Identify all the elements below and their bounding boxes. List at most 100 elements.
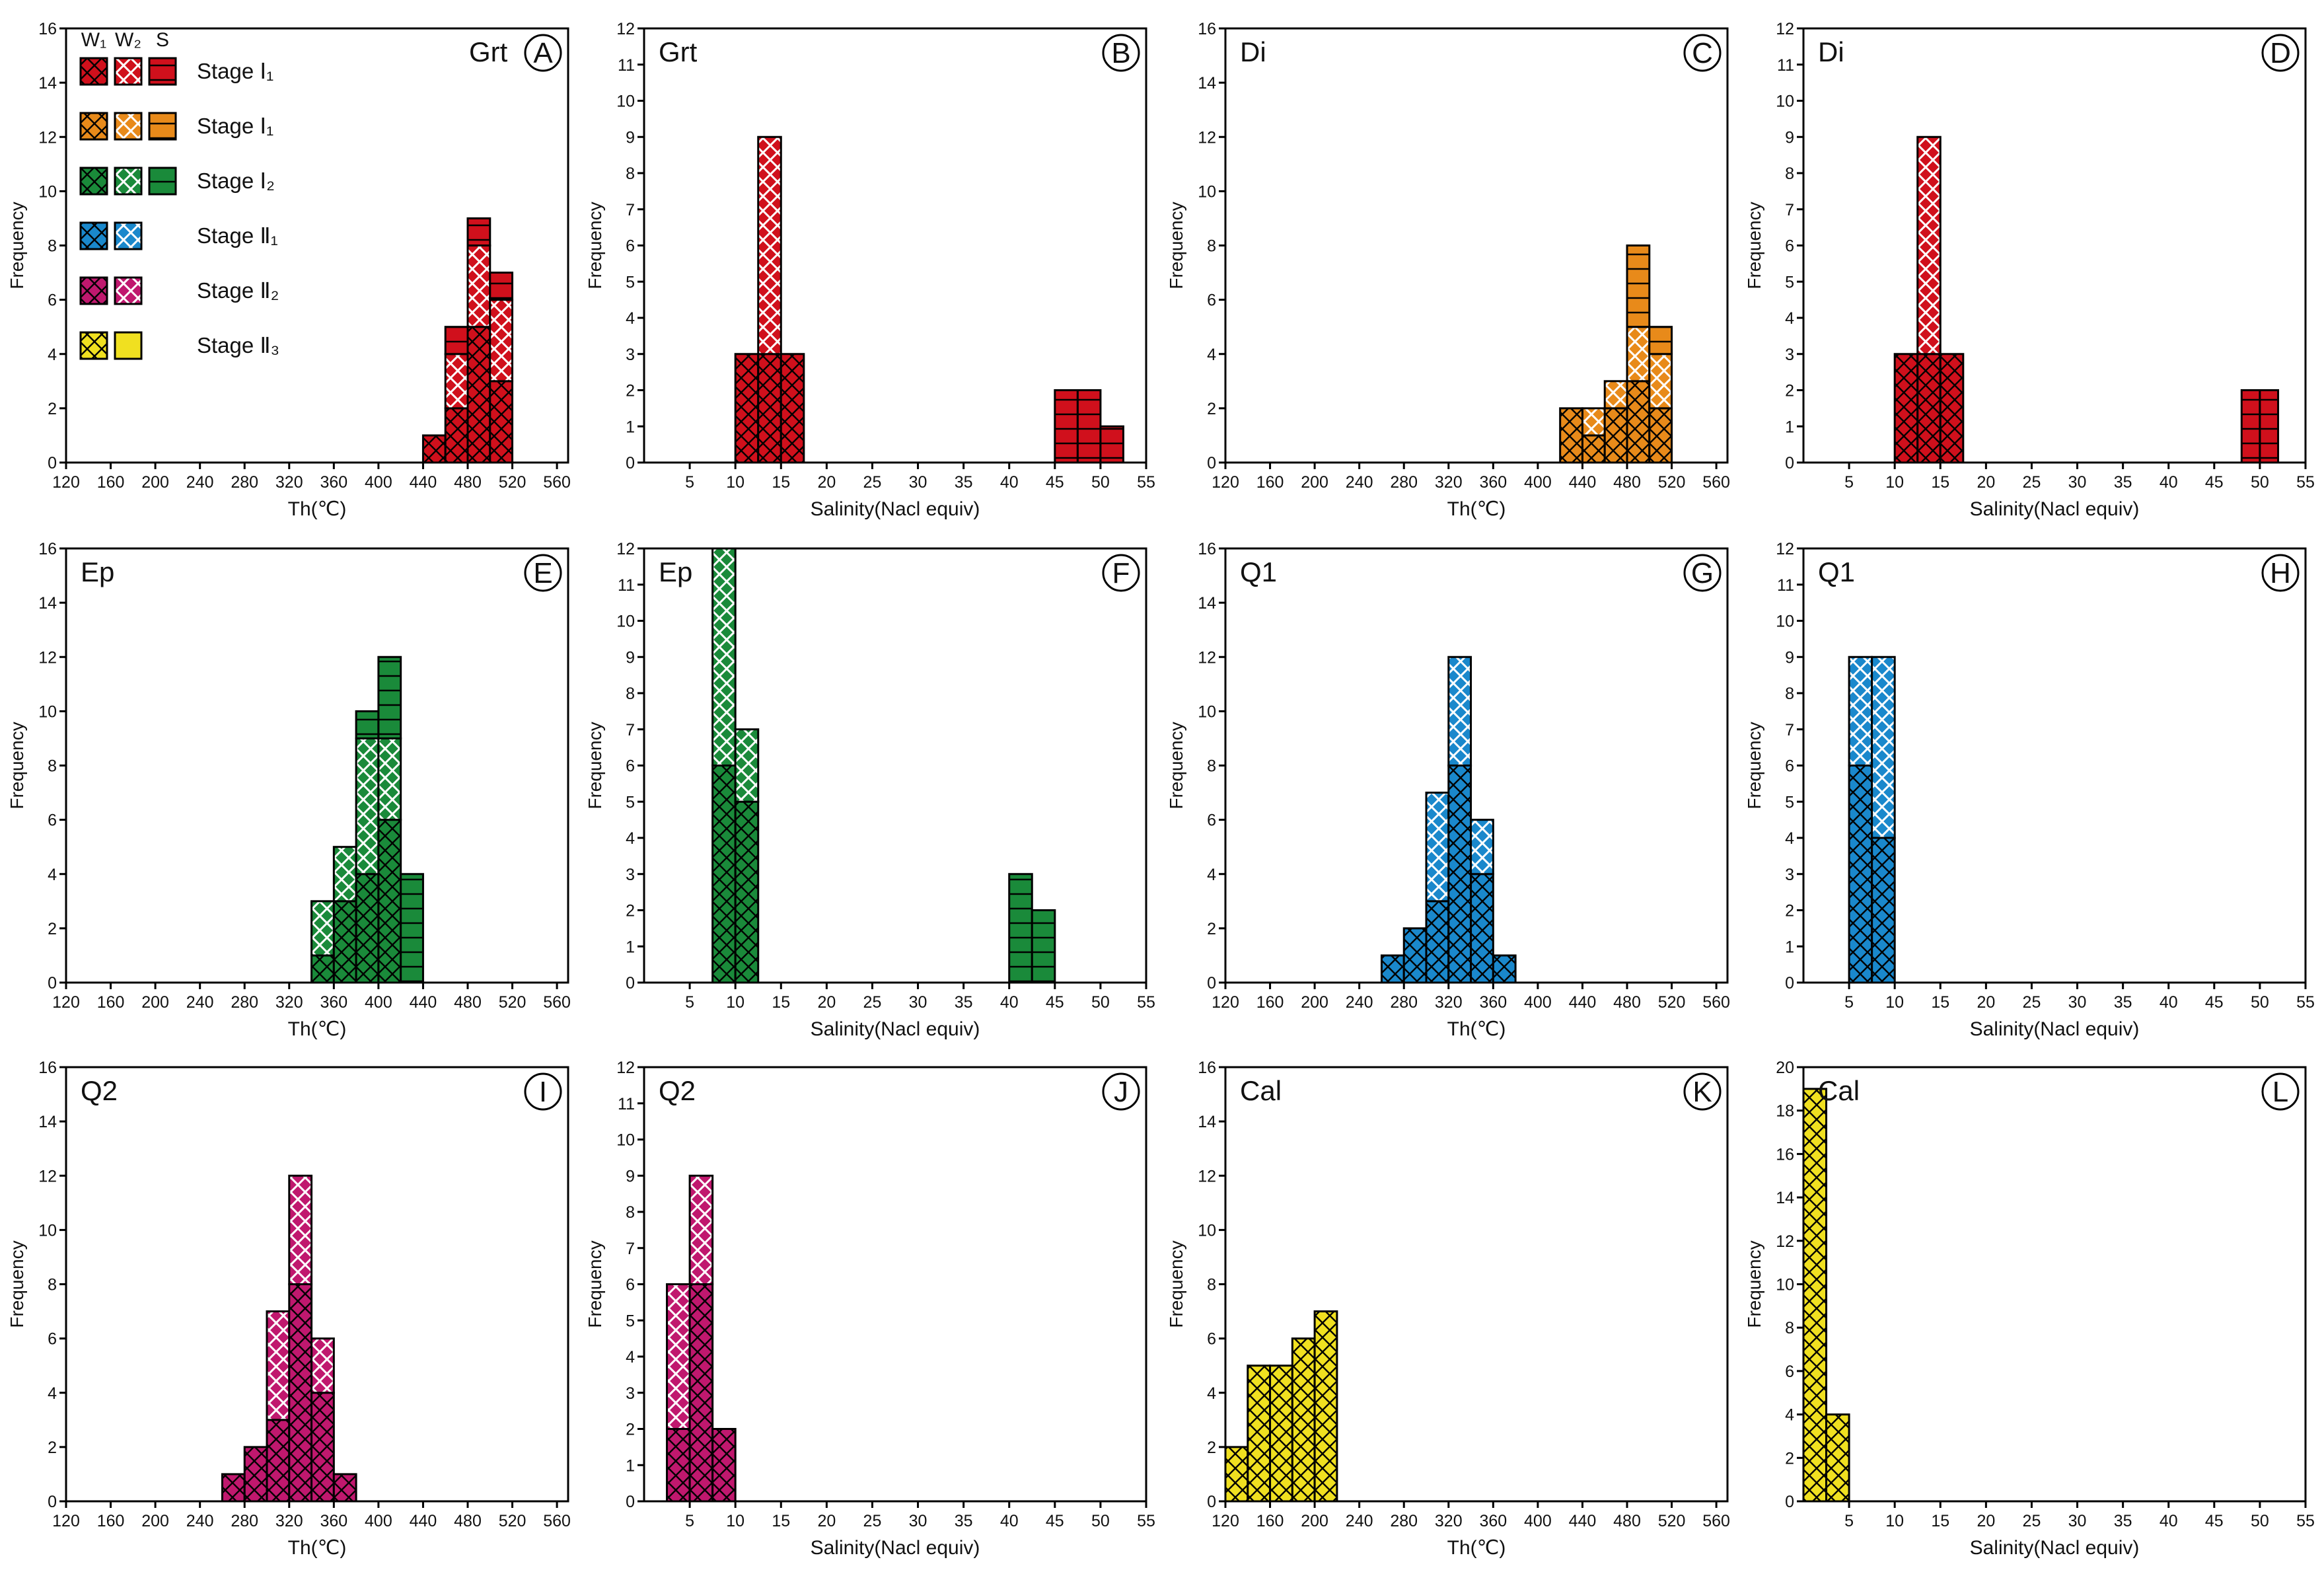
bar-segment-b-1-w1	[757, 353, 782, 464]
bar-segment-f-1-w2	[734, 728, 760, 803]
bar-segment-e-2-w2	[355, 737, 380, 876]
legend: W₁ W₂ S Stage Ⅰ₁ Stage Ⅰ₁ Stage Ⅰ₂ Stage Ⅱ₁ Sta…	[79, 29, 279, 360]
bar-segment-k-3-w1	[1291, 1337, 1316, 1503]
y-tick-label: 8	[48, 237, 57, 256]
bar-segment-f-2-s	[1008, 873, 1033, 984]
bar-segment-c-3-w2	[1626, 326, 1651, 383]
x-tick-label: 15	[1931, 993, 1949, 1012]
y-tick-label: 7	[626, 1240, 635, 1258]
y-tick-label: 11	[1777, 56, 1794, 75]
histogram-panel-k: 120 160 200 240 280 320 360 400 440 480 520 560 0 2 4 6…	[1166, 1059, 1730, 1559]
panel-letter-circle	[1102, 554, 1140, 592]
y-tick-label: 12	[38, 128, 57, 147]
x-axis-label: Th(℃)	[288, 498, 347, 520]
y-tick-label: 10	[38, 702, 57, 721]
y-tick-label: 3	[626, 346, 635, 364]
legend-swatch-w1	[79, 276, 108, 305]
panel-letter: B	[1111, 37, 1130, 69]
bar-segment-i-3-w1	[288, 1283, 313, 1503]
x-tick-label: 35	[2114, 993, 2132, 1012]
mineral-label: Di	[1818, 36, 1844, 67]
bar-segment-l-1-w1	[1825, 1413, 1850, 1503]
bar-segment-b-0-w1	[734, 353, 760, 464]
x-tick-label: 400	[365, 993, 392, 1012]
panel-letter-circle	[1683, 1072, 1722, 1111]
bar-segment-l-0-w1	[1802, 1088, 1828, 1503]
x-axis-label: Th(℃)	[1447, 1018, 1506, 1040]
x-tick-label: 35	[2114, 473, 2132, 492]
x-axis-label: Th(℃)	[1447, 1537, 1506, 1559]
y-tick-label: 8	[1207, 757, 1216, 776]
y-axis-label: Frequency	[585, 1240, 605, 1328]
x-tick-label: 50	[2251, 993, 2269, 1012]
bar-segment-c-1-w2	[1581, 407, 1606, 437]
x-tick-label: 55	[2296, 473, 2315, 492]
x-tick-label: 480	[454, 473, 482, 492]
legend-swatch-s	[148, 112, 177, 141]
x-tick-label: 440	[1569, 993, 1597, 1012]
histogram-panel-f: 5 10 15 20 25 30 35 40 45 50 550123456789101112Sal…	[585, 540, 1155, 1040]
y-tick-label: 16	[1776, 1145, 1794, 1164]
x-tick-label: 320	[1435, 473, 1463, 492]
legend-swatch-w1	[79, 331, 108, 360]
bar-segment-d-2-w1	[1939, 353, 1965, 464]
y-tick-label: 4	[1785, 309, 1794, 328]
bar-segment-i-4-w1	[310, 1392, 335, 1503]
panel-letter-circle	[524, 554, 562, 592]
y-tick-label: 10	[1776, 1276, 1794, 1294]
y-tick-label: 7	[626, 201, 635, 219]
y-tick-label: 4	[48, 346, 57, 364]
y-tick-label: 0	[1207, 454, 1216, 472]
legend-swatch-w2	[114, 112, 143, 141]
y-tick-label: 1	[626, 1456, 635, 1475]
x-tick-label: 440	[410, 1512, 437, 1530]
panel-letter: G	[1691, 557, 1714, 589]
x-tick-label: 120	[1212, 473, 1239, 492]
y-tick-label: 12	[1198, 1167, 1216, 1185]
bar-segment-e-3-s	[377, 655, 402, 739]
x-tick-label: 280	[1390, 473, 1418, 492]
y-tick-label: 11	[618, 56, 635, 75]
y-tick-label: 5	[626, 1312, 635, 1330]
x-tick-label: 560	[543, 993, 571, 1012]
bar-segment-f-3-s	[1031, 909, 1056, 984]
y-tick-label: 8	[1207, 237, 1216, 256]
x-tick-label: 35	[955, 993, 973, 1012]
legend-header: W₁	[81, 29, 106, 51]
x-tick-label: 400	[365, 473, 392, 492]
x-tick-label: 440	[1569, 473, 1597, 492]
x-tick-label: 25	[863, 993, 882, 1012]
x-tick-label: 360	[320, 993, 347, 1012]
panel-letter-circle	[2261, 34, 2300, 72]
x-tick-label: 30	[2068, 993, 2087, 1012]
y-tick-label: 14	[1198, 1113, 1216, 1131]
bar-segment-c-4-w1	[1648, 407, 1673, 464]
bar-segment-i-3-w2	[288, 1174, 313, 1285]
legend-header: S	[156, 29, 169, 51]
histogram-panel-g: 120 160 200 240 280 320 360 400 440 480 520 560 0 2 4 6…	[1166, 540, 1730, 1040]
y-tick-label: 16	[38, 540, 57, 558]
x-tick-label: 440	[1569, 1512, 1597, 1530]
y-tick-label: 12	[1776, 20, 1794, 38]
x-tick-label: 10	[726, 473, 744, 492]
y-tick-label: 1	[1785, 418, 1794, 436]
y-tick-label: 3	[1785, 346, 1794, 364]
x-tick-label: 40	[2160, 993, 2178, 1012]
x-tick-label: 160	[1256, 1512, 1284, 1530]
y-tick-label: 7	[1785, 201, 1794, 219]
bar-segment-g-4-w1	[1470, 873, 1494, 984]
bar-segment-c-4-s	[1648, 326, 1673, 356]
x-axis-label: Salinity(Nacl equiv)	[1970, 498, 2140, 520]
legend-swatch-w2	[114, 167, 143, 196]
x-axis-label: Th(℃)	[288, 1537, 347, 1559]
y-tick-label: 16	[38, 1059, 57, 1077]
y-tick-label: 12	[1776, 540, 1794, 558]
x-tick-label: 240	[1346, 473, 1373, 492]
y-axis-label: Frequency	[1744, 722, 1764, 809]
x-tick-label: 360	[1479, 993, 1507, 1012]
x-tick-label: 200	[1301, 473, 1328, 492]
panel-letter-circle	[1102, 34, 1140, 72]
panel-letter: I	[539, 1076, 547, 1108]
x-axis-label: Th(℃)	[288, 1018, 347, 1040]
y-tick-label: 3	[626, 1384, 635, 1403]
